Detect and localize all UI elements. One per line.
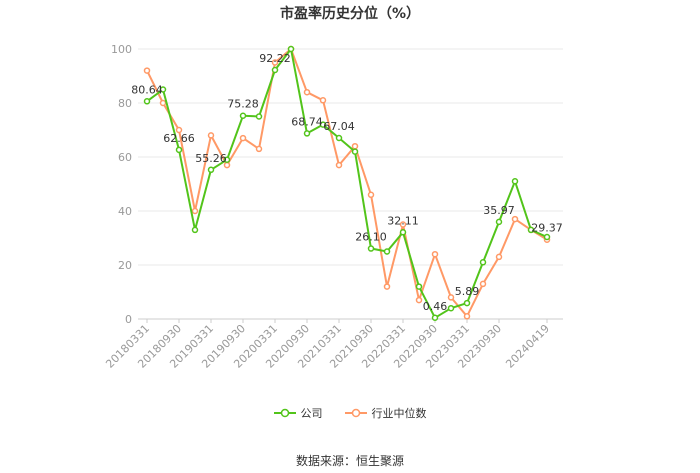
data-point-industry-median: [303, 88, 311, 96]
data-point-industry-median: [319, 97, 327, 104]
data-point-industry-median: [479, 280, 487, 288]
data-point-company: [223, 156, 231, 163]
data-point-company: [527, 226, 535, 234]
data-point-industry-median: [511, 215, 519, 223]
data-point-company: [207, 166, 215, 174]
data-label: 75.28: [227, 98, 259, 111]
data-point-industry-median: [191, 207, 199, 215]
data-label: 29.37: [531, 222, 563, 235]
data-point-company: [543, 233, 551, 241]
data-point-industry-median: [271, 59, 279, 66]
data-point-company: [271, 66, 279, 74]
data-point-company: [415, 283, 423, 290]
data-point-industry-median: [239, 134, 247, 142]
legend-item-industry-median[interactable]: 行业中位数: [344, 405, 427, 421]
data-point-industry-median: [207, 132, 215, 139]
data-point-company: [431, 314, 439, 322]
legend-label-company: 公司: [300, 407, 323, 420]
data-point-company: [303, 130, 311, 137]
data-point-company: [175, 146, 183, 154]
y-tick-label: 100: [111, 43, 132, 56]
data-label: 5.89: [455, 285, 480, 298]
data-point-industry-median: [463, 313, 471, 320]
data-point-company: [463, 299, 471, 307]
data-label: 67.04: [323, 120, 355, 133]
data-label: 62.66: [163, 132, 195, 145]
data-point-industry-median: [335, 161, 343, 169]
data-point-industry-median: [399, 221, 407, 228]
data-label: 35.97: [483, 204, 515, 217]
data-point-company: [511, 178, 519, 185]
data-point-company: [159, 86, 167, 93]
legend-label-industry-median: 行业中位数: [371, 407, 427, 420]
data-point-industry-median: [367, 191, 375, 199]
data-point-company: [383, 248, 391, 255]
data-label: 0.46: [423, 300, 448, 313]
data-point-company: [447, 304, 455, 312]
data-point-industry-median: [143, 67, 151, 74]
data-point-company: [319, 121, 327, 128]
data-point-industry-median: [447, 294, 455, 301]
data-point-company: [287, 45, 295, 53]
data-point-industry-median: [415, 296, 423, 304]
legend-marker-industry-median: [344, 408, 367, 418]
data-label: 55.26: [195, 152, 227, 165]
data-point-company: [399, 229, 407, 236]
data-label: 68.74: [291, 115, 323, 128]
data-point-industry-median: [255, 145, 263, 153]
data-point-company: [495, 218, 503, 226]
data-label: 80.64: [131, 83, 163, 96]
y-tick-label: 60: [118, 151, 132, 164]
data-point-industry-median: [159, 99, 167, 107]
x-tick-label: 20240419: [503, 322, 552, 371]
data-point-industry-median: [495, 253, 503, 261]
data-point-company: [335, 134, 343, 142]
data-point-company: [143, 98, 151, 105]
data-point-company: [351, 148, 359, 155]
data-point-industry-median: [175, 126, 183, 134]
data-point-industry-median: [351, 142, 359, 150]
data-point-industry-median: [431, 250, 439, 258]
data-point-company: [191, 226, 199, 234]
data-label: 92.22: [259, 52, 291, 65]
data-label: 26.10: [355, 231, 387, 244]
y-tick-label: 80: [118, 97, 132, 110]
chart-title: 市盈率历史分位（%）: [279, 6, 421, 22]
data-point-industry-median: [383, 283, 391, 290]
y-tick-label: 20: [118, 259, 132, 272]
y-tick-label: 40: [118, 205, 132, 218]
legend-item-company[interactable]: 公司: [273, 405, 323, 421]
data-point-company: [367, 245, 375, 252]
legend: 公司 行业中位数: [0, 405, 700, 421]
data-point-company: [255, 113, 263, 120]
data-label: 32.11: [387, 214, 419, 227]
series-line-industry-median: [146, 48, 548, 318]
y-tick-label: 0: [125, 313, 132, 326]
data-point-company: [239, 112, 247, 119]
data-point-company: [479, 259, 487, 266]
source-note: 数据来源：恒生聚源: [295, 454, 404, 468]
legend-marker-company: [273, 408, 296, 418]
